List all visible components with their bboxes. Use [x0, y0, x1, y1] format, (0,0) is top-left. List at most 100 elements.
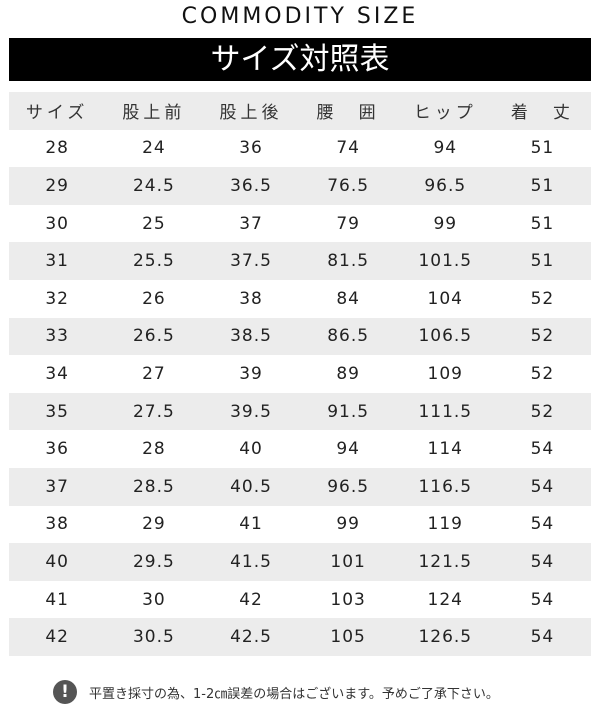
- table-header-row: サイズ 股上前 股上後 腰 囲 ヒップ 着 丈: [9, 92, 591, 130]
- table-cell: 99: [433, 213, 458, 234]
- table-cell: 52: [530, 401, 555, 422]
- table-cell: 54: [530, 551, 555, 572]
- table-cell: 34: [45, 363, 69, 384]
- size-table: サイズ 股上前 股上後 腰 囲 ヒップ 着 丈 28 24 36 74 94 51 29 24.5 36.…: [9, 92, 591, 656]
- table-cell: 101.5: [418, 251, 473, 272]
- exclamation-icon: !: [53, 680, 77, 704]
- page-title: COMMODITY SIZE: [181, 4, 419, 29]
- table-cell: 31: [45, 251, 69, 272]
- table-cell: 81.5: [327, 251, 370, 272]
- table-row: 35 27.5 39.5 91.5 111.5 52: [9, 392, 591, 431]
- table-cell: 36.5: [230, 175, 272, 196]
- footnote-text: 平置き採寸の為、1-2㎝誤差の場合はございます。予めご了承下さい。: [89, 686, 499, 702]
- table-cell: 29: [142, 514, 166, 535]
- table-cell: 25.5: [132, 251, 175, 272]
- table-cell: 40: [45, 551, 69, 572]
- table-cell: 40.5: [230, 476, 272, 497]
- table-cell: 33: [45, 326, 69, 347]
- table-cell: 37.5: [230, 251, 272, 272]
- column-header: 股上前: [122, 103, 186, 124]
- table-cell: 79: [336, 213, 360, 234]
- table-cell: 94: [336, 439, 360, 460]
- table-cell: 36: [239, 138, 263, 159]
- table-cell: 51: [530, 213, 555, 234]
- table-cell: 54: [530, 514, 555, 535]
- table-cell: 104: [427, 288, 463, 309]
- table-cell: 37: [45, 476, 69, 497]
- table-cell: 36: [45, 439, 69, 460]
- table-cell: 40: [239, 439, 263, 460]
- table-row: 42 30.5 42.5 105 126.5 54: [9, 618, 591, 656]
- table-cell: 27.5: [132, 401, 175, 422]
- table-cell: 51: [530, 175, 555, 196]
- column-header: サイズ: [25, 103, 89, 124]
- table-row: 36 28 40 94 114 54: [9, 430, 591, 468]
- banner-title: サイズ対照表: [9, 38, 591, 81]
- table-row: 32 26 38 84 104 52: [9, 280, 591, 318]
- table-cell: 28: [45, 138, 69, 159]
- table-cell: 91.5: [327, 401, 370, 422]
- table-cell: 38: [239, 288, 263, 309]
- table-cell: 54: [530, 476, 555, 497]
- table-cell: 25: [142, 213, 166, 234]
- table-cell: 39: [239, 363, 263, 384]
- table-cell: 96.5: [424, 175, 467, 196]
- table-cell: 27: [142, 363, 166, 384]
- column-header: 股上後: [219, 103, 283, 124]
- table-cell: 41: [45, 589, 69, 610]
- table-cell: 74: [336, 138, 360, 159]
- table-cell: 51: [530, 138, 555, 159]
- table-cell: 52: [530, 363, 555, 384]
- table-row: 33 26.5 38.5 86.5 106.5 52: [9, 317, 591, 356]
- table-row: 31 25.5 37.5 81.5 101.5 51: [9, 242, 591, 280]
- table-cell: 39.5: [230, 401, 272, 422]
- table-cell: 89: [336, 363, 360, 384]
- table-cell: 30: [45, 213, 69, 234]
- table-cell: 99: [336, 514, 360, 535]
- table-cell: 24: [142, 138, 166, 159]
- table-cell: 76.5: [327, 175, 370, 196]
- table-cell: 54: [530, 589, 555, 610]
- table-cell: 124: [427, 589, 463, 610]
- table-row: 40 29.5 41.5 101 121.5 54: [9, 543, 591, 581]
- table-cell: 29.5: [132, 551, 175, 572]
- table-cell: 54: [530, 627, 555, 648]
- table-cell: 116.5: [418, 476, 473, 497]
- table-row: 28 24 36 74 94 51: [9, 130, 591, 168]
- table-row: 41 30 42 103 124 54: [9, 581, 591, 619]
- table-cell: 111.5: [418, 401, 473, 422]
- table-cell: 28.5: [132, 476, 175, 497]
- table-cell: 42.5: [230, 627, 272, 648]
- table-cell: 51: [530, 251, 555, 272]
- table-cell: 32: [45, 288, 69, 309]
- table-cell: 54: [530, 439, 555, 460]
- table-cell: 30.5: [132, 627, 175, 648]
- table-row: 38 29 41 99 119 54: [9, 506, 591, 544]
- table-row: 34 27 39 89 109 52: [9, 355, 591, 393]
- table-cell: 84: [336, 288, 360, 309]
- table-cell: 26.5: [132, 326, 175, 347]
- table-cell: 121.5: [418, 551, 473, 572]
- table-cell: 109: [427, 363, 463, 384]
- table-cell: 35: [45, 401, 69, 422]
- table-cell: 37: [239, 213, 263, 234]
- table-cell: 105: [330, 627, 366, 648]
- table-cell: 103: [330, 589, 366, 610]
- table-cell: 52: [530, 288, 555, 309]
- table-cell: 30: [142, 589, 166, 610]
- table-cell: 114: [427, 439, 463, 460]
- table-cell: 28: [142, 439, 166, 460]
- table-cell: 38: [45, 514, 69, 535]
- table-cell: 96.5: [327, 476, 370, 497]
- table-cell: 52: [530, 326, 555, 347]
- table-cell: 86.5: [327, 326, 370, 347]
- table-cell: 101: [330, 551, 366, 572]
- table-row: 30 25 37 79 99 51: [9, 205, 591, 243]
- table-cell: 24.5: [132, 175, 175, 196]
- table-cell: 119: [427, 514, 463, 535]
- table-cell: 126.5: [418, 627, 473, 648]
- column-header: 腰 囲: [316, 103, 380, 124]
- footnote: ! 平置き採寸の為、1-2㎝誤差の場合はございます。予めご了承下さい。: [53, 680, 499, 704]
- table-cell: 29: [45, 175, 69, 196]
- table-cell: 41.5: [230, 551, 272, 572]
